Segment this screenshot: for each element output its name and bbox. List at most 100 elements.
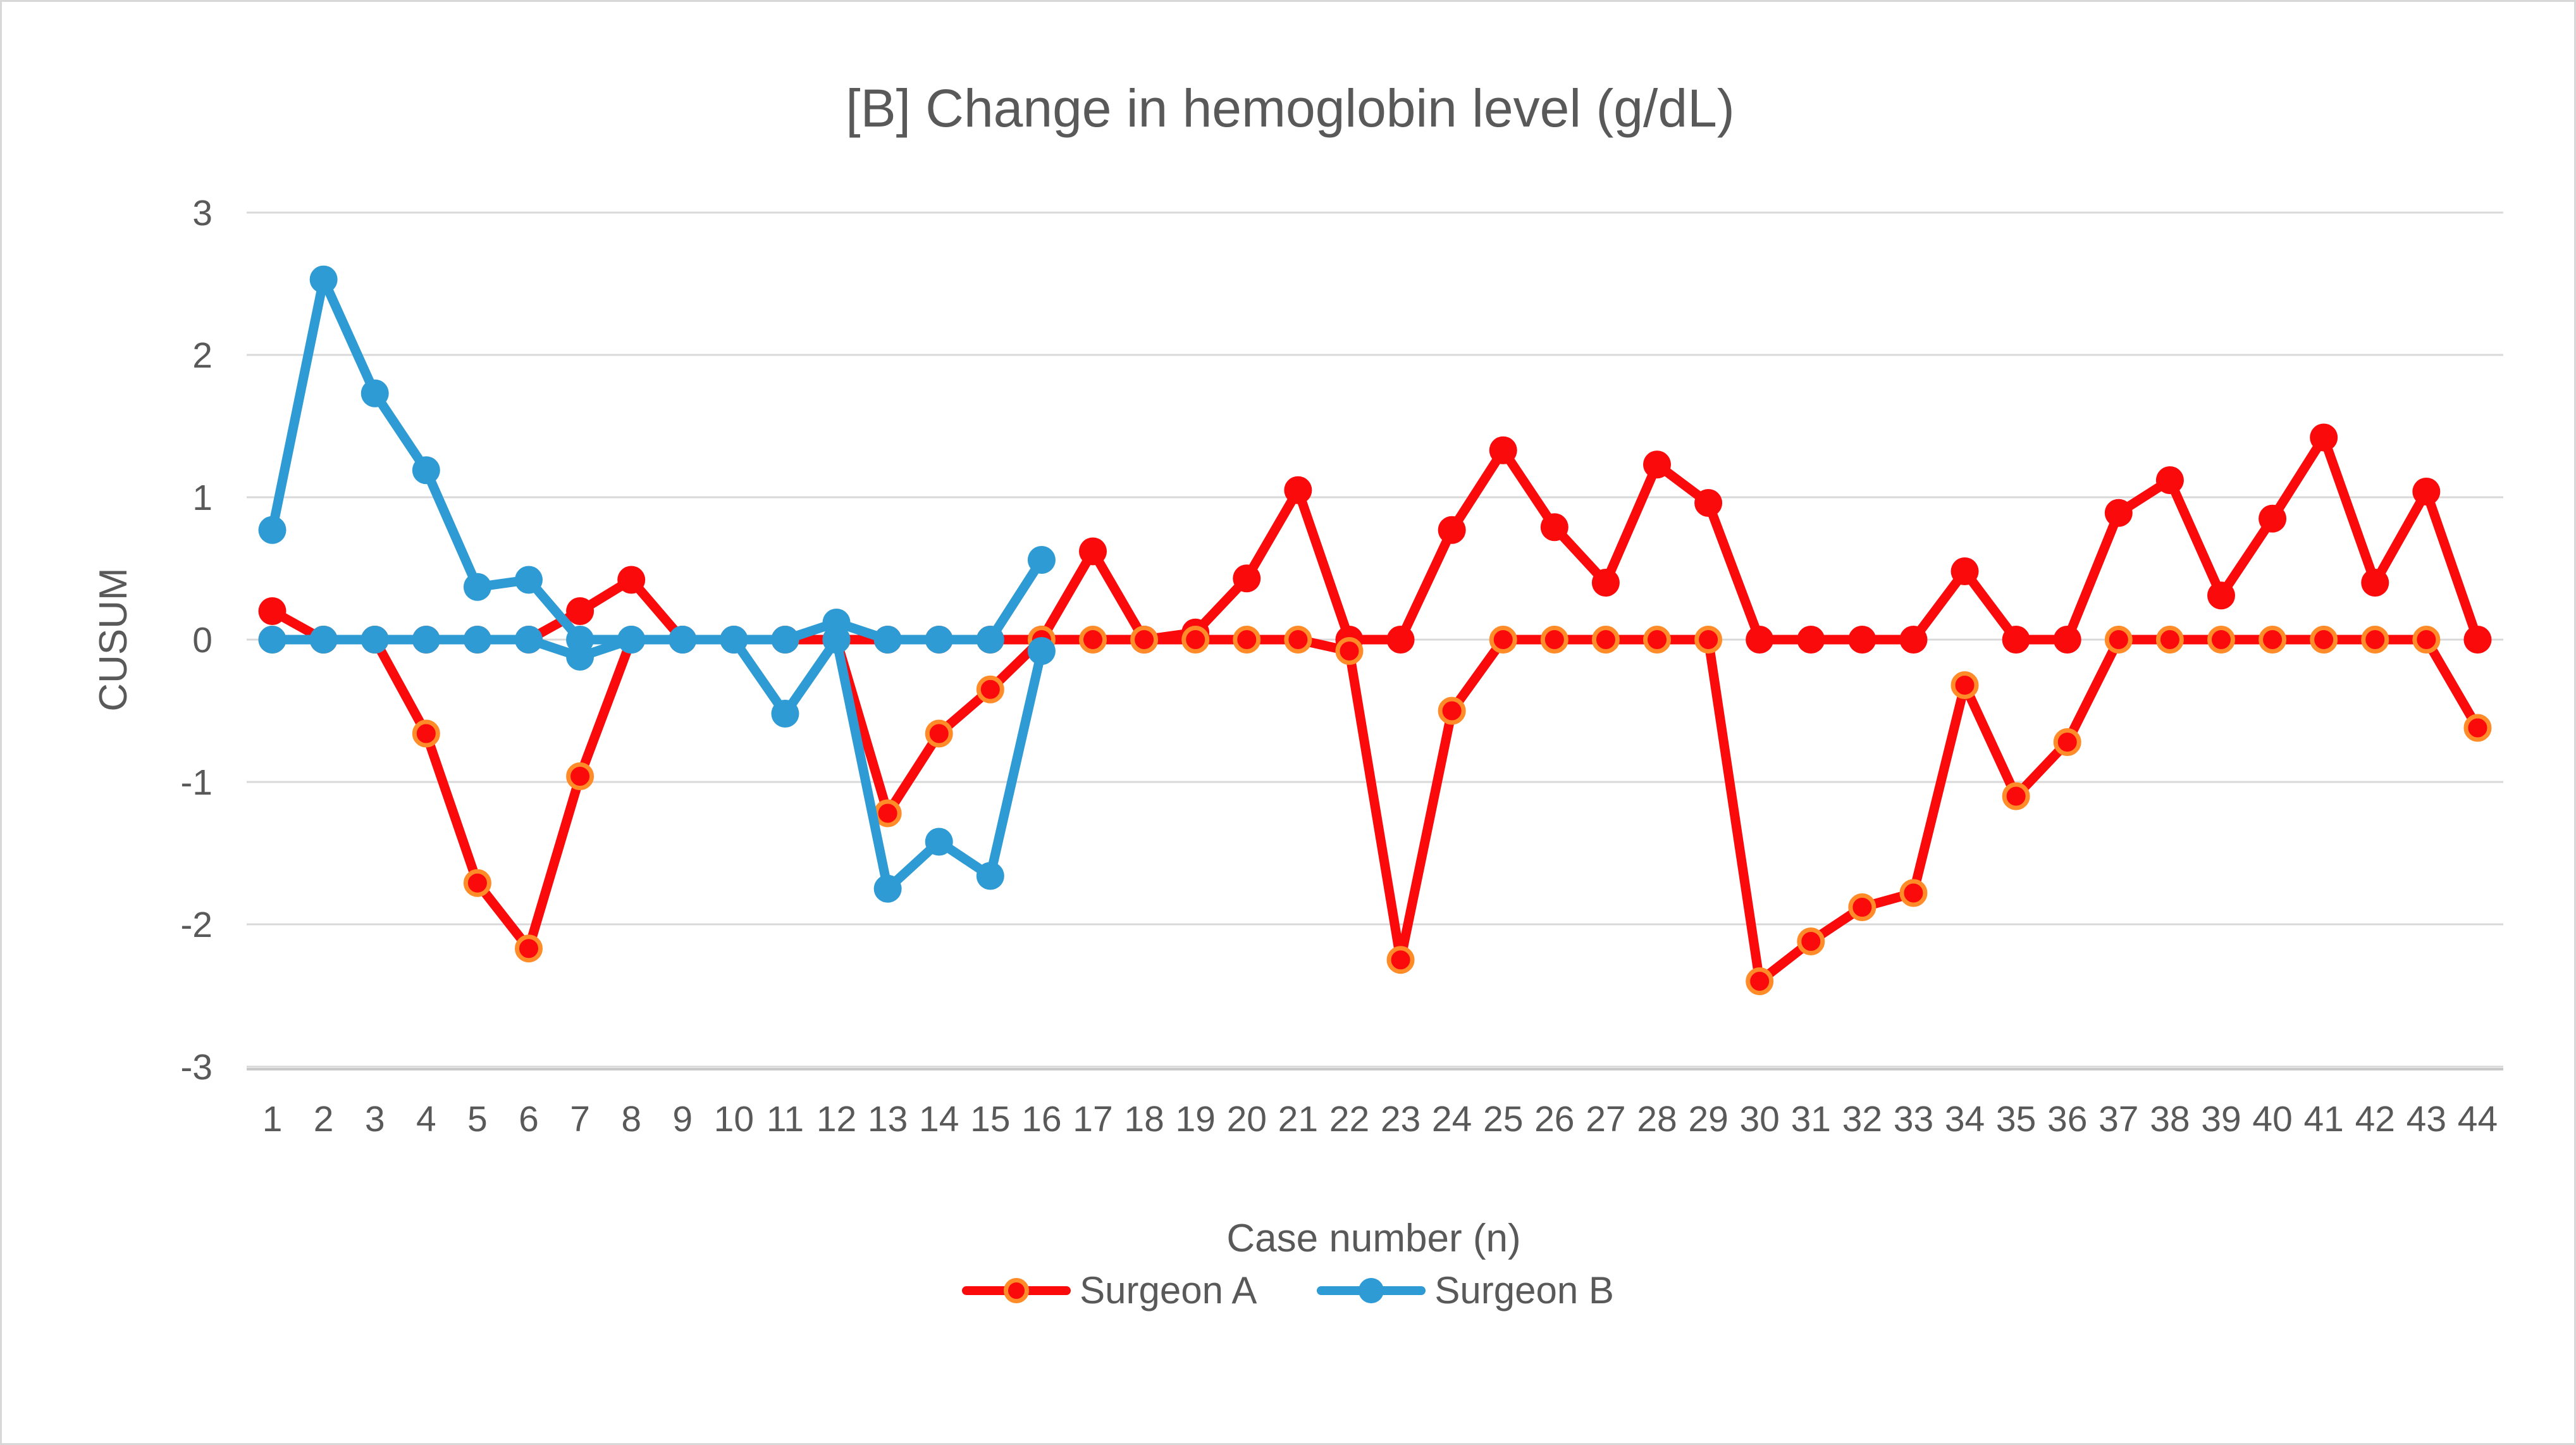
x-tick-label: 11 — [767, 1099, 804, 1139]
data-point-marker — [309, 265, 338, 294]
x-tick-label: 35 — [1996, 1099, 2036, 1139]
data-point-marker — [1643, 450, 1671, 479]
data-point-marker — [2463, 626, 2492, 654]
x-tick-label: 18 — [1124, 1099, 1164, 1139]
x-tick-label: 21 — [1278, 1099, 1318, 1139]
data-point-marker — [361, 379, 389, 407]
data-point-marker — [1284, 476, 1312, 504]
x-tick-label: 19 — [1175, 1099, 1215, 1139]
x-tick-label: 15 — [970, 1099, 1010, 1139]
legend-item-surgeon-a: Surgeon A — [962, 1272, 1257, 1310]
data-point-marker — [361, 626, 389, 654]
data-point-marker — [515, 566, 543, 594]
x-tick-label: 6 — [519, 1099, 539, 1139]
y-tick-label: 3 — [192, 193, 213, 233]
data-point-marker — [463, 626, 491, 654]
x-tick-label: 31 — [1791, 1099, 1831, 1139]
data-point-marker — [1335, 637, 1364, 665]
series-line — [268, 275, 1047, 645]
data-point-marker — [1027, 637, 1056, 665]
x-tick-label: 25 — [1483, 1099, 1523, 1139]
x-tick-label: 27 — [1586, 1099, 1625, 1139]
data-point-marker — [2412, 626, 2441, 654]
data-point-marker — [1591, 569, 1620, 597]
data-point-marker — [2259, 504, 2287, 533]
data-point-marker — [2361, 626, 2389, 654]
data-point-marker — [1438, 516, 1466, 544]
data-point-marker — [1386, 946, 1415, 974]
data-point-marker — [515, 626, 543, 654]
x-tick-label: 17 — [1073, 1099, 1112, 1139]
data-point-marker — [1540, 513, 1568, 542]
x-tick-label: 32 — [1842, 1099, 1882, 1139]
legend: Surgeon A Surgeon B — [0, 1272, 2576, 1310]
data-point-marker — [617, 626, 646, 654]
data-point-marker — [2207, 626, 2235, 654]
x-tick-label: 41 — [2303, 1099, 2343, 1139]
x-axis-tick-labels: 1 2 3 4 5 6 7 8 9 10 11 12 13 14 15 16 17 18 19 20 21 22 23 24 2… — [262, 1099, 2498, 1139]
x-tick-label: 22 — [1329, 1099, 1369, 1139]
x-tick-label: 12 — [817, 1099, 856, 1139]
data-point-marker — [822, 626, 851, 654]
data-point-marker — [1079, 537, 1107, 566]
x-tick-label: 43 — [2407, 1099, 2446, 1139]
y-axis-title: CUSUM — [92, 567, 135, 711]
surgeon-a-line-swatch-icon — [962, 1278, 1071, 1303]
data-point-marker — [1797, 927, 1825, 955]
y-axis-tick-labels: 3 2 1 0 -1 -2 -3 — [180, 193, 213, 1088]
data-point-marker — [1489, 626, 1517, 654]
data-point-marker — [2361, 569, 2389, 597]
data-point-marker — [258, 516, 287, 544]
data-point-marker — [1181, 626, 1210, 654]
legend-label: Surgeon A — [1080, 1269, 1257, 1312]
data-point-marker — [566, 597, 595, 625]
data-point-marker — [771, 700, 799, 728]
data-point-marker — [2104, 499, 2133, 527]
x-tick-label: 23 — [1381, 1099, 1420, 1139]
data-point-marker — [2002, 626, 2030, 654]
data-point-marker — [2155, 466, 2184, 494]
data-point-marker — [2207, 581, 2235, 610]
data-point-marker — [1848, 626, 1877, 654]
x-tick-label: 20 — [1227, 1099, 1267, 1139]
surgeon-b-line-swatch-icon — [1317, 1278, 1426, 1303]
surgeon-a-marker-icon — [1004, 1278, 1030, 1303]
data-point-marker — [669, 626, 697, 654]
y-tick-label: -2 — [180, 905, 213, 945]
data-point-marker — [1899, 879, 1928, 907]
legend-label: Surgeon B — [1434, 1269, 1614, 1312]
data-point-marker — [258, 597, 287, 625]
data-point-marker — [2310, 626, 2338, 654]
data-point-marker — [1950, 557, 1979, 585]
series-lines — [258, 265, 2492, 995]
data-point-marker — [412, 456, 440, 485]
data-point-marker — [2412, 478, 2441, 505]
data-point-marker — [258, 626, 287, 654]
x-tick-label: 33 — [1894, 1099, 1933, 1139]
data-point-marker — [771, 626, 799, 654]
data-point-marker — [1233, 626, 1261, 654]
data-point-marker — [309, 626, 338, 654]
x-tick-label: 34 — [1945, 1099, 1985, 1139]
x-tick-label: 44 — [2458, 1099, 2498, 1139]
x-tick-label: 26 — [1534, 1099, 1574, 1139]
data-point-marker — [2310, 423, 2338, 452]
data-point-marker — [2053, 728, 2081, 756]
data-point-marker — [617, 566, 646, 594]
data-point-marker — [925, 719, 953, 748]
data-point-marker — [566, 643, 595, 671]
data-point-marker — [1950, 671, 1979, 699]
data-point-marker — [1079, 626, 1107, 654]
x-tick-label: 4 — [416, 1099, 436, 1139]
y-tick-label: 2 — [192, 335, 213, 376]
x-tick-label: 3 — [365, 1099, 385, 1139]
x-tick-label: 5 — [467, 1099, 488, 1139]
x-tick-label: 14 — [919, 1099, 959, 1139]
data-point-marker — [412, 719, 440, 748]
x-tick-label: 37 — [2098, 1099, 2138, 1139]
data-point-marker — [976, 675, 1004, 704]
data-point-marker — [1899, 626, 1928, 654]
data-point-marker — [976, 862, 1004, 890]
data-point-marker — [873, 874, 902, 903]
